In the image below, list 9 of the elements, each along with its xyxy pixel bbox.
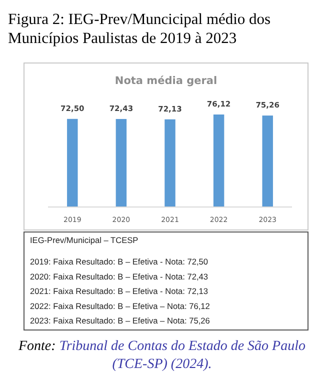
text: 2020: Faixa Resultado: B – Efetiva - Nota: 72,43 xyxy=(30,271,208,282)
chart-title: Figura 2: IEG-Prev/Muncicipal médio dos Municípios Paulistas de 2019 à 2023 xyxy=(8,11,271,47)
text: IEG-Prev/Municipal – TCESP xyxy=(30,235,139,245)
text: 2022: Faixa Resultado: B – Efetiva – Nota: 76,12 xyxy=(30,300,210,311)
chart-subtitle: Nota média geral xyxy=(114,75,218,87)
source-note: Fonte: Tribunal de Contas do Estado de São Paulo (TCE-SP) (2024). xyxy=(17,339,306,372)
text: 2023: Faixa Resultado: B – Efetiva – Nota: 75,26 xyxy=(30,316,210,326)
text: 2019: Faixa Resultado: B – Efetiva - Nota: 72,50 xyxy=(30,256,208,267)
text: 2021: Faixa Resultado: B – Efetiva - Nota: 72,13 xyxy=(30,286,208,296)
